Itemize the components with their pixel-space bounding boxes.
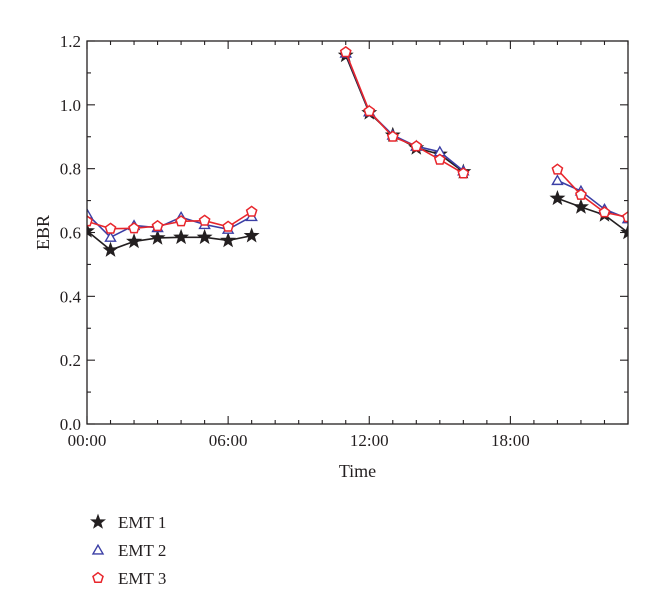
data-point-emt-3 (128, 222, 140, 234)
y-tick-label: 1.2 (60, 32, 81, 51)
data-point-emt-3 (339, 45, 352, 58)
legend-label: EMT 1 (118, 513, 166, 532)
legend: EMT 1 EMT 2 EMT 3 (90, 513, 166, 588)
data-point-emt-3 (457, 167, 470, 179)
series-line-emt-3-segment-3 (556, 169, 628, 218)
legend-marker-emt-3 (92, 571, 104, 584)
y-tick-label: 0.2 (60, 351, 81, 370)
data-point-emt-1 (220, 232, 237, 248)
data-point-emt-1 (572, 198, 589, 214)
data-point-emt-3 (575, 188, 587, 200)
data-point-emt-3 (410, 140, 423, 152)
series-line-emt-1-segment-2 (344, 55, 464, 173)
data-point-emt-3 (245, 205, 258, 217)
data-point-emt-1 (126, 233, 143, 249)
x-tick-label: 06:00 (209, 431, 248, 450)
y-axis-title: EBR (33, 215, 53, 250)
data-point-emt-3 (151, 219, 164, 232)
data-point-emt-3 (222, 220, 235, 232)
data-point-emt-1 (102, 241, 119, 257)
data-point-emt-3 (386, 130, 399, 142)
series-line-emt-3-segment-2 (344, 51, 464, 175)
x-axis-title: Time (339, 461, 376, 481)
data-point-emt-3 (87, 215, 93, 227)
data-point-emt-2 (551, 174, 564, 186)
data-point-emt-1 (243, 227, 260, 243)
legend-label: EMT 2 (118, 541, 166, 560)
series-line-emt-2-segment-3 (557, 179, 628, 220)
series-line-emt-1-segment-3 (557, 197, 628, 234)
legend-item-emt-1: EMT 1 (90, 513, 166, 532)
legend-marker-emt-1 (90, 513, 106, 529)
y-tick-label: 0.0 (60, 415, 81, 434)
data-point-emt-1 (196, 228, 213, 245)
data-point-emt-1 (549, 189, 566, 206)
plot-frame (86, 40, 629, 425)
x-tick-label: 12:00 (350, 431, 389, 450)
data-point-emt-2 (104, 231, 117, 242)
x-tick-label: 18:00 (491, 431, 530, 450)
data-point-emt-3 (622, 210, 628, 223)
data-point-emt-3 (104, 222, 117, 234)
legend-label: EMT 3 (118, 569, 166, 588)
data-point-emt-3 (551, 163, 564, 175)
x-tick-label: 00:00 (68, 431, 107, 450)
data-point-emt-1 (87, 222, 95, 238)
data-point-emt-1 (149, 229, 166, 245)
data-point-emt-3 (175, 215, 188, 227)
legend-item-emt-2: EMT 2 (91, 541, 166, 560)
legend-item-emt-3: EMT 3 (92, 569, 166, 588)
data-point-emt-1 (173, 228, 190, 245)
series-emt-2 (87, 46, 628, 242)
data-point-emt-2 (87, 207, 94, 219)
y-tick-label: 0.4 (60, 287, 82, 306)
data-point-emt-1 (620, 224, 628, 240)
data-point-emt-3 (198, 214, 211, 226)
legend-marker-emt-2 (91, 543, 105, 555)
data-point-emt-3 (433, 153, 446, 165)
y-tick-label: 0.8 (60, 160, 81, 179)
y-tick-label: 1.0 (60, 96, 81, 115)
data-point-emt-3 (363, 104, 376, 117)
data-point-emt-3 (598, 206, 611, 218)
y-tick-label: 0.6 (60, 224, 81, 243)
series-emt-3 (87, 45, 628, 234)
